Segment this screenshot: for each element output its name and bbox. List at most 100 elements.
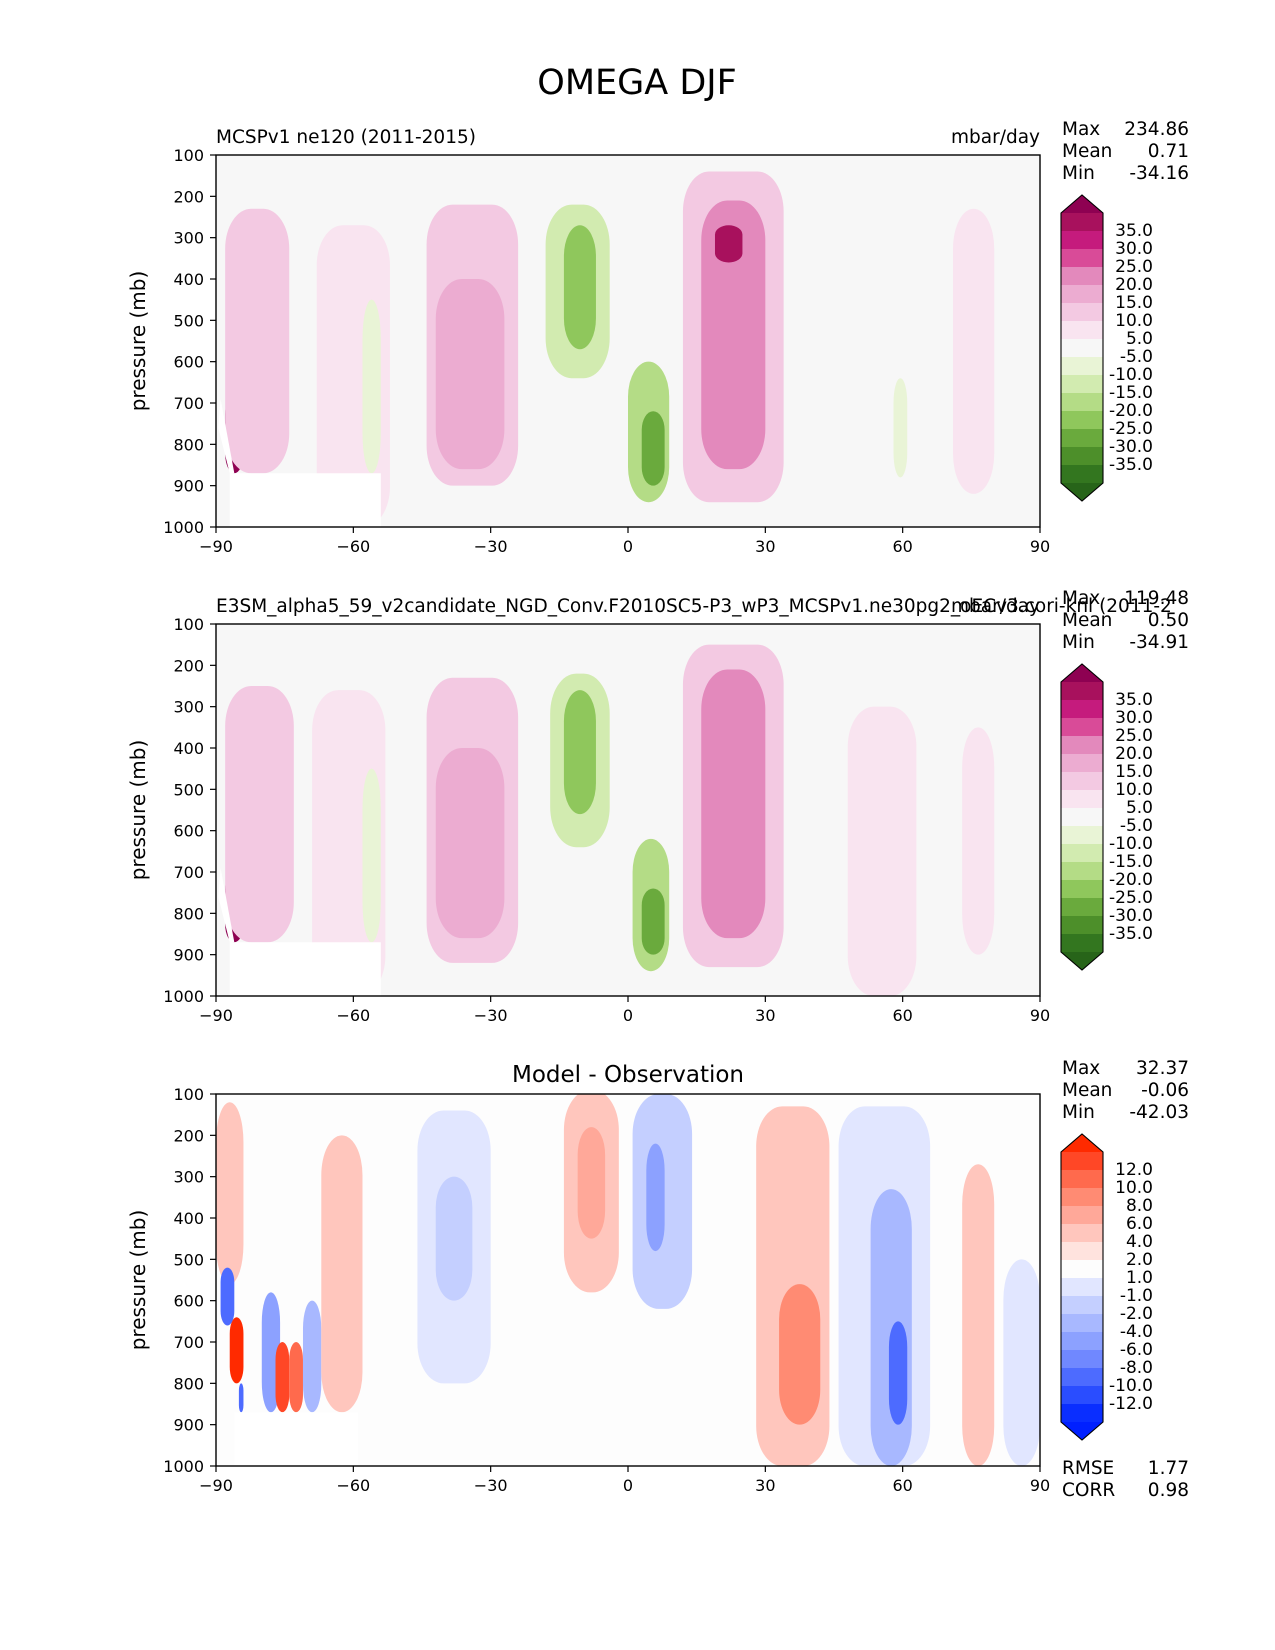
colorbar-outline — [1060, 1133, 1104, 1441]
y-tick-label: 800 — [173, 435, 204, 454]
field-positive-region — [714, 225, 743, 263]
x-tick-label: 30 — [755, 537, 775, 556]
field-reference — [218, 636, 995, 996]
x-tick-label: 90 — [1030, 537, 1050, 556]
colorbar-segment — [1061, 303, 1103, 322]
colorbar-tick-label: -4.0 — [1120, 1322, 1153, 1342]
colorbar-extend-top — [1061, 1134, 1103, 1152]
x-tick-label: 0 — [623, 1476, 633, 1495]
colorbar-segment — [1061, 1170, 1103, 1189]
stat-label: Mean — [1062, 610, 1112, 631]
panel-title: Model - Observation — [512, 1062, 744, 1088]
y-tick-label: 900 — [173, 946, 204, 965]
y-tick-label: 400 — [173, 1209, 204, 1228]
field-positive-region — [701, 200, 766, 470]
x-tick-label: −90 — [199, 537, 233, 556]
colorbar-tick-label: -20.0 — [1109, 870, 1153, 890]
colorbar-tick-label: -8.0 — [1120, 1358, 1153, 1378]
colorbar-tick-label: 25.0 — [1115, 726, 1153, 746]
y-tick-label: 200 — [173, 656, 204, 675]
colorbar-tick-label: -10.0 — [1109, 1376, 1153, 1396]
y-tick-label: 500 — [173, 780, 204, 799]
colorbar-segment — [1061, 447, 1103, 466]
panel-title: E3SM_alpha5_59_v2candidate_NGD_Conv.F201… — [216, 596, 1172, 617]
field-positive-region — [216, 1102, 244, 1285]
y-tick-label: 200 — [173, 1126, 204, 1145]
field-negative-region — [870, 1189, 912, 1466]
stat-value: 234.86 — [1124, 119, 1189, 140]
field-negative-region — [893, 378, 908, 478]
y-tick-label: 500 — [173, 311, 204, 330]
colorbar-segment — [1061, 1296, 1103, 1315]
stat-label: Max — [1062, 1058, 1100, 1079]
missing-data-mask — [229, 473, 381, 527]
colorbar-segment — [1061, 754, 1103, 773]
colorbar-extend-bottom — [1061, 1422, 1103, 1440]
x-tick-label: −60 — [336, 537, 370, 556]
colorbar-tick-label: -30.0 — [1109, 906, 1153, 926]
stat-label: Mean — [1062, 1080, 1112, 1101]
x-tick-label: 0 — [623, 1006, 633, 1025]
colorbar-extend-bottom — [1061, 483, 1103, 501]
colorbar-tick-label: -35.0 — [1109, 924, 1153, 944]
field-negative-region — [238, 1383, 244, 1413]
y-tick-label: 1000 — [163, 518, 204, 537]
colorbar-segment — [1061, 231, 1103, 250]
colorbar-outline — [1060, 663, 1104, 971]
stat-value: 119.48 — [1124, 588, 1189, 609]
colorbar-segment — [1061, 1350, 1103, 1369]
colorbar: 35.030.025.020.015.010.05.0-5.0-10.0-15.… — [1060, 194, 1153, 502]
colorbar-extend-bottom — [1061, 952, 1103, 970]
field-positive-region — [962, 727, 995, 955]
colorbar-segment — [1061, 411, 1103, 430]
y-tick-label: 900 — [173, 1416, 204, 1435]
colorbar-tick-label: -30.0 — [1109, 437, 1153, 457]
colorbar-segment — [1061, 213, 1103, 232]
field-positive-region — [701, 669, 766, 939]
field-negative-region — [888, 1321, 908, 1425]
colorbar-segment — [1061, 429, 1103, 448]
y-tick-label: 400 — [173, 270, 204, 289]
field-negative-region — [563, 690, 596, 815]
colorbar-tick-label: 2.0 — [1126, 1250, 1153, 1270]
colorbar-segment — [1061, 718, 1103, 737]
x-tick-label: −60 — [336, 1476, 370, 1495]
y-axis-label: pressure (mb) — [126, 740, 150, 881]
stat-label: Min — [1062, 1102, 1095, 1123]
field-difference — [216, 1094, 1040, 1466]
colorbar-tick-label: 30.0 — [1115, 708, 1153, 728]
colorbar-segment — [1061, 772, 1103, 791]
y-tick-label: 600 — [173, 353, 204, 372]
colorbar-tick-label: -5.0 — [1120, 816, 1153, 836]
field-negative-region — [362, 768, 381, 943]
x-tick-label: −30 — [474, 1006, 508, 1025]
colorbar-segment — [1061, 916, 1103, 935]
colorbar-tick-label: 35.0 — [1115, 690, 1153, 710]
panel-title: MCSPv1 ne120 (2011-2015) — [216, 127, 476, 148]
colorbar-segment — [1061, 736, 1103, 755]
colorbar-extend-top — [1061, 664, 1103, 682]
y-tick-label: 800 — [173, 1374, 204, 1393]
colorbar-segment — [1061, 826, 1103, 845]
colorbar-segment — [1061, 1188, 1103, 1207]
colorbar-segment — [1061, 375, 1103, 394]
y-tick-label: 300 — [173, 229, 204, 248]
colorbar-tick-label: -15.0 — [1109, 852, 1153, 872]
x-tick-label: −30 — [474, 537, 508, 556]
colorbar-segment — [1061, 1224, 1103, 1243]
colorbar: 35.030.025.020.015.010.05.0-5.0-10.0-15.… — [1060, 663, 1153, 971]
y-tick-label: 200 — [173, 187, 204, 206]
figure-title: OMEGA DJF — [537, 63, 736, 103]
colorbar-tick-label: 20.0 — [1115, 744, 1153, 764]
stat-label: Max — [1062, 588, 1100, 609]
field-negative-region — [362, 299, 381, 474]
terrain-edge — [218, 398, 235, 474]
colorbar-segment — [1061, 285, 1103, 304]
x-tick-label: 30 — [755, 1006, 775, 1025]
colorbar-segment — [1061, 465, 1103, 484]
y-tick-label: 800 — [173, 904, 204, 923]
stat-value: 0.50 — [1148, 610, 1189, 631]
field-negative-region — [847, 706, 917, 996]
